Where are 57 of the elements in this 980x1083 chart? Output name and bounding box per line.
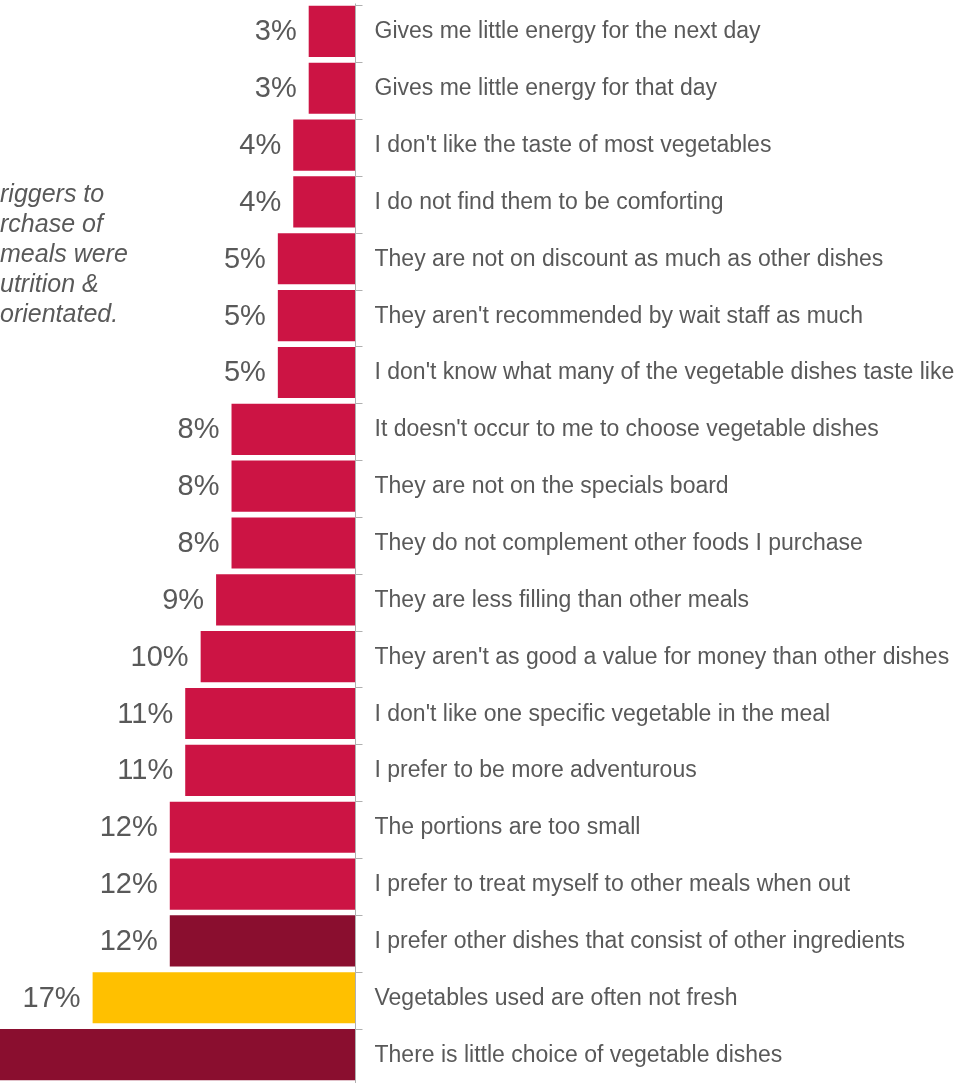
data-label: 5% [223, 355, 266, 388]
data-label: 10% [130, 639, 189, 672]
data-label: 4% [239, 128, 282, 161]
y-tick-label: I prefer to treat myself to other meals when out [374, 870, 851, 897]
y-tick-label: They aren't recommended by wait staff as much [374, 301, 863, 328]
data-label: 8% [177, 469, 220, 502]
bar [277, 346, 355, 399]
data-label: 9% [162, 582, 205, 615]
data-label: 4% [239, 184, 282, 217]
y-tick-label: They do not complement other foods I purchase [374, 529, 863, 555]
y-tick-label: There is little choice of vegetable dishes [374, 1040, 783, 1067]
data-label: 3% [254, 71, 297, 104]
data-label: 8% [177, 412, 220, 445]
bar [185, 687, 355, 740]
bar [169, 915, 355, 967]
bar [0, 1029, 355, 1081]
bar [92, 972, 355, 1024]
y-tick-label: I prefer to be more adventurous [374, 756, 697, 783]
bar [293, 176, 355, 228]
y-tick-label: They are less filling than other meals [374, 585, 750, 612]
data-label: 12% [99, 810, 158, 843]
annotation: riggers to rchase of meals were utrition & orientated. [0, 178, 129, 328]
data-label: 11% [117, 753, 174, 786]
y-tick-label: Gives me little energy for that day [374, 74, 718, 101]
y-tick-label: I prefer other dishes that consist of other ingredients [374, 926, 906, 953]
bar [308, 5, 355, 57]
bar [231, 517, 355, 569]
data-label: 17% [22, 980, 81, 1013]
bar [169, 801, 355, 853]
y-tick-label: They are not on the specials board [374, 472, 729, 499]
data-label: 8% [177, 526, 220, 558]
y-tick-label: It doesn't occur to me to choose vegetable dishes [374, 415, 879, 442]
data-label: 3% [254, 14, 297, 47]
bar [293, 119, 355, 171]
bar [185, 744, 355, 796]
y-tick-label: The portions are too small [374, 813, 641, 840]
y-tick-label: They aren't as good a value for money than other dishes [374, 642, 950, 669]
bar [231, 460, 355, 512]
y-tick-label: I don't know what many of the vegetable dishes taste like [374, 358, 955, 385]
bar [277, 233, 355, 285]
data-label: 5% [223, 298, 266, 331]
bar [231, 403, 355, 455]
y-tick-label: Gives me little energy for the next day [374, 17, 762, 44]
y-tick-label: I do not find them to be comforting [374, 187, 724, 214]
y-tick-label: I don't like the taste of most vegetables [374, 131, 772, 158]
y-tick-label: Vegetables used are often not fresh [374, 983, 738, 1010]
y-tick-label: They are not on discount as much as other dishes [374, 244, 884, 271]
bar [216, 574, 355, 626]
data-label: 12% [99, 923, 158, 956]
bar [169, 858, 355, 910]
bar [308, 62, 355, 114]
bar [277, 290, 355, 342]
bar [200, 631, 355, 683]
y-tick-label: I don't like one specific vegetable in the meal [374, 699, 831, 726]
data-label: 12% [99, 867, 158, 900]
data-label: 5% [223, 241, 266, 274]
data-label: 11% [117, 696, 174, 729]
